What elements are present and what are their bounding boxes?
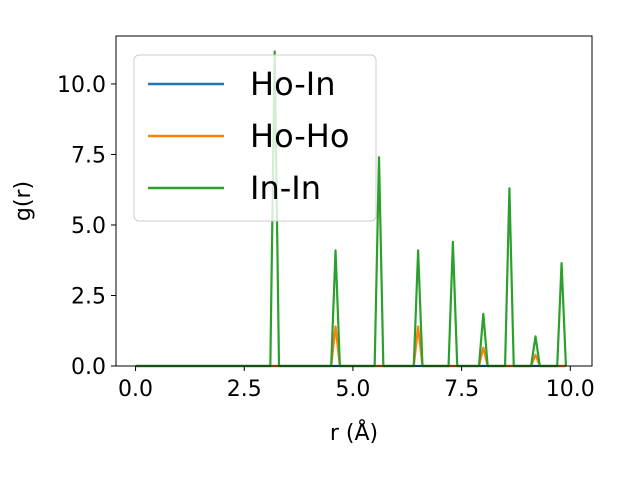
y-tick-label: 2.5: [71, 284, 106, 309]
legend-label-ho-ho: Ho-Ho: [250, 117, 349, 155]
x-tick-label: 0.0: [118, 377, 153, 402]
y-axis: 0.0 2.5 5.0 7.5 10.0: [57, 73, 116, 380]
legend-label-in-in: In-In: [250, 169, 321, 207]
y-tick-label: 10.0: [57, 73, 106, 98]
x-tick-label: 10.0: [546, 377, 595, 402]
y-axis-label: g(r): [11, 181, 36, 221]
x-axis: 0.0 2.5 5.0 7.5 10.0: [118, 366, 595, 402]
x-tick-label: 7.5: [444, 377, 479, 402]
legend-label-ho-in: Ho-In: [250, 65, 336, 103]
plot-frame: [115, 35, 593, 367]
y-tick-label: 5.0: [71, 214, 106, 239]
x-tick-label: 5.0: [335, 377, 370, 402]
y-tick-label: 0.0: [71, 355, 106, 380]
y-tick-label: 7.5: [71, 143, 106, 168]
legend-box: [133, 54, 377, 222]
series-line-in-in: [135, 50, 568, 368]
x-tick-label: 2.5: [227, 377, 262, 402]
x-axis-label: r (Å): [330, 419, 378, 446]
legend: Ho-In Ho-Ho In-In: [133, 54, 377, 222]
